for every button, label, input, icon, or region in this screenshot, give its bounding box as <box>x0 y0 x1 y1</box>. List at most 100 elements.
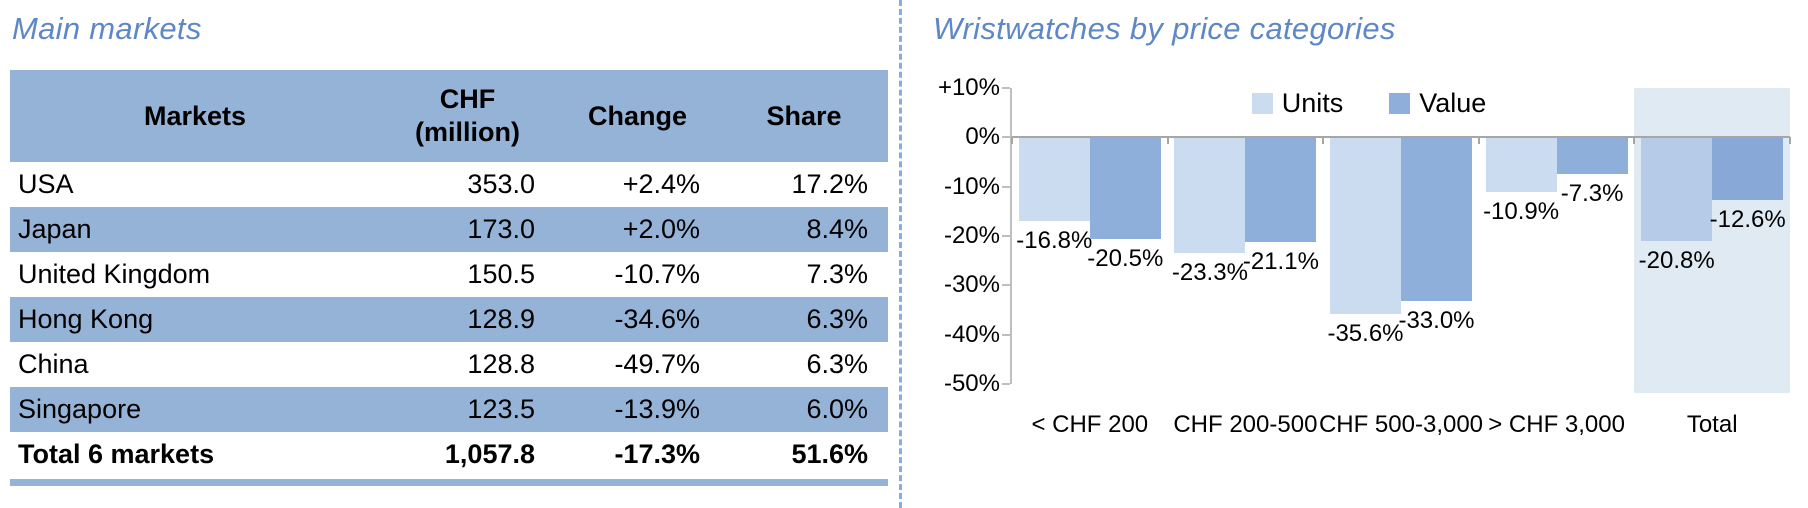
bar-label-value-4: -12.6% <box>1709 206 1786 234</box>
bar-units-4 <box>1641 138 1713 241</box>
table-row-usa: USA 353.0 +2.4% 17.2% <box>10 162 888 207</box>
category-label-2: CHF 500-3,000 <box>1318 411 1484 438</box>
y-axis-tick-label: 0% <box>965 123 1000 151</box>
y-axis-tick-label: -10% <box>943 172 1000 200</box>
cell-change: -17.3% <box>614 439 700 469</box>
table-row-china: China 128.8 -49.7% 6.3% <box>10 342 888 387</box>
y-axis-tick-mark <box>1002 136 1010 139</box>
cell-change: -10.7% <box>614 259 700 289</box>
chart-legend: Units Value <box>930 88 1808 119</box>
x-axis-boundary-tick <box>1322 137 1325 145</box>
cell-market: United Kingdom <box>18 259 211 289</box>
bar-value-4 <box>1712 138 1784 201</box>
category-label-3: > CHF 3,000 <box>1488 411 1625 438</box>
cell-market: USA <box>18 169 74 199</box>
price-categories-title: Wristwatches by price categories <box>933 11 1396 46</box>
bar-label-units-2: -35.6% <box>1327 319 1404 347</box>
cell-chf: 150.5 <box>467 259 535 289</box>
cell-chf: 173.0 <box>467 214 535 244</box>
y-axis-tick-mark <box>1002 284 1010 287</box>
cell-share: 6.0% <box>806 394 868 424</box>
table-row-hong-kong: Hong Kong 128.9 -34.6% 6.3% <box>10 297 888 342</box>
bar-label-value-0: -20.5% <box>1087 245 1164 273</box>
category-label-1: CHF 200-500 <box>1173 411 1318 438</box>
bar-label-value-1: -21.1% <box>1242 248 1319 276</box>
table-total-row: Total 6 markets 1,057.8 -17.3% 51.6% <box>10 432 888 477</box>
category-label-0: < CHF 200 <box>1031 411 1149 438</box>
cell-change: +2.4% <box>622 169 700 199</box>
bar-label-units-1: -23.3% <box>1171 259 1248 287</box>
table-header-row: Markets CHF (million) Change Share <box>10 70 888 162</box>
bar-value-2 <box>1401 138 1472 302</box>
header-chf-line1: CHF <box>439 84 496 114</box>
header-share: Share <box>766 100 842 131</box>
cell-chf: 353.0 <box>467 169 535 199</box>
panel-divider <box>899 0 902 508</box>
cell-market: Total 6 markets <box>18 439 215 469</box>
x-axis-boundary-tick <box>1633 137 1636 145</box>
table-row-singapore: Singapore 123.5 -13.9% 6.0% <box>10 387 888 432</box>
x-axis-boundary-tick <box>1166 137 1169 145</box>
table-row-united-kingdom: United Kingdom 150.5 -10.7% 7.3% <box>10 252 888 297</box>
legend-item-value: Value <box>1389 88 1486 119</box>
bar-label-units-3: -10.9% <box>1483 198 1560 226</box>
x-axis-boundary-tick <box>1789 137 1791 145</box>
cell-change: +2.0% <box>622 214 700 244</box>
bar-units-1 <box>1174 138 1246 254</box>
cell-change: -34.6% <box>614 304 700 334</box>
cell-market: China <box>18 349 89 379</box>
y-axis-tick-mark <box>1002 383 1010 385</box>
table-row-japan: Japan 173.0 +2.0% 8.4% <box>10 207 888 252</box>
y-axis-tick-label: +10% <box>937 74 1000 101</box>
cell-chf: 128.9 <box>467 304 535 334</box>
header-markets: Markets <box>143 100 247 131</box>
bar-units-0 <box>1018 138 1090 222</box>
bar-label-units-0: -16.8% <box>1016 227 1093 255</box>
y-axis-tick-mark <box>1002 333 1010 336</box>
category-label-4: Total <box>1686 411 1738 438</box>
header-chf-line2: (million) <box>415 117 520 147</box>
header-chf-million: CHF (million) <box>380 83 555 149</box>
cell-share: 8.4% <box>806 214 868 244</box>
value-legend-label: Value <box>1419 88 1487 118</box>
bar-units-2 <box>1330 138 1401 314</box>
cell-chf: 1,057.8 <box>444 439 535 469</box>
cell-market: Hong Kong <box>18 304 154 334</box>
y-axis-tick-mark <box>1002 235 1010 237</box>
bar-value-0 <box>1089 138 1161 240</box>
zero-baseline <box>1012 136 1790 139</box>
bar-value-1 <box>1245 138 1317 243</box>
bar-label-value-3: -7.3% <box>1560 180 1624 208</box>
cell-chf: 123.5 <box>467 394 535 424</box>
value-legend-swatch <box>1389 93 1411 114</box>
cell-change: -13.9% <box>614 394 700 424</box>
table-bottom-border <box>10 479 888 486</box>
cell-share: 17.2% <box>791 169 868 199</box>
bar-units-3 <box>1485 138 1557 193</box>
main-markets-title: Main markets <box>12 11 202 46</box>
y-axis-tick-label: -20% <box>943 222 1000 249</box>
x-axis-boundary-tick <box>1011 137 1013 145</box>
y-axis-tick-label: -30% <box>943 271 1000 299</box>
cell-share: 51.6% <box>791 439 868 469</box>
legend-item-units: Units <box>1251 88 1344 119</box>
bar-label-units-4: -20.8% <box>1638 246 1715 274</box>
cell-market: Japan <box>18 214 92 244</box>
cell-market: Singapore <box>18 394 142 424</box>
bar-label-value-2: -33.0% <box>1398 307 1475 335</box>
units-legend-label: Units <box>1281 88 1344 118</box>
markets-table: Markets CHF (million) Change Share USA 3… <box>10 70 888 486</box>
y-axis-tick-label: -50% <box>943 370 1000 397</box>
x-axis-boundary-tick <box>1477 137 1480 145</box>
bar-value-3 <box>1556 138 1628 175</box>
cell-share: 7.3% <box>806 259 868 289</box>
cell-change: -49.7% <box>614 349 700 379</box>
cell-chf: 128.8 <box>467 349 535 379</box>
y-axis-line <box>1010 88 1012 384</box>
units-legend-swatch <box>1251 93 1273 114</box>
cell-share: 6.3% <box>806 304 868 334</box>
cell-share: 6.3% <box>806 349 868 379</box>
y-axis-tick-mark <box>1002 185 1010 188</box>
